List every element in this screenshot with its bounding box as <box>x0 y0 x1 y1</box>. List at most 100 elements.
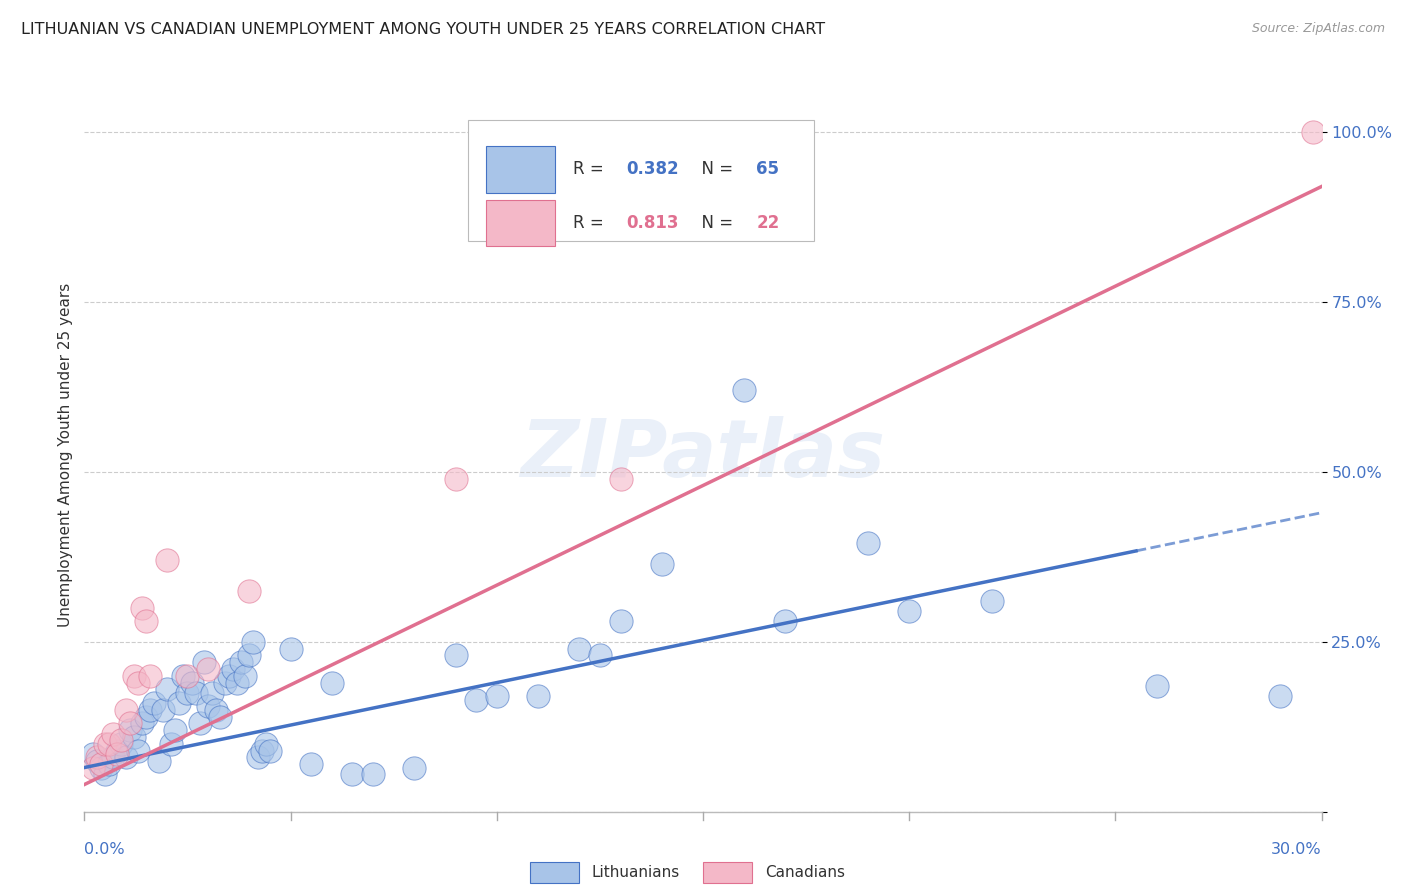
Point <box>94 767 117 781</box>
Point <box>156 682 179 697</box>
Point <box>980 594 1002 608</box>
Point <box>98 757 121 772</box>
Point <box>118 723 141 738</box>
Point <box>94 737 117 751</box>
Point <box>254 737 277 751</box>
Text: 0.0%: 0.0% <box>84 842 125 857</box>
Point <box>242 635 264 649</box>
Point <box>733 384 755 398</box>
Point <box>122 730 145 744</box>
Point <box>143 696 166 710</box>
Point <box>197 699 219 714</box>
Point <box>86 754 108 768</box>
Point <box>1146 679 1168 693</box>
Text: Lithuanians: Lithuanians <box>592 865 681 880</box>
Point <box>105 747 128 761</box>
Point <box>180 675 202 690</box>
Point <box>589 648 612 663</box>
Point <box>90 760 112 774</box>
Point <box>110 733 132 747</box>
Text: 65: 65 <box>756 161 779 178</box>
Point <box>122 669 145 683</box>
Text: Source: ZipAtlas.com: Source: ZipAtlas.com <box>1251 22 1385 36</box>
Point <box>238 648 260 663</box>
Text: ZIPatlas: ZIPatlas <box>520 416 886 494</box>
Text: 0.382: 0.382 <box>626 161 679 178</box>
Point <box>139 703 162 717</box>
Point <box>98 737 121 751</box>
Point <box>82 747 104 761</box>
Point <box>238 583 260 598</box>
FancyBboxPatch shape <box>468 120 814 241</box>
Text: N =: N = <box>690 161 738 178</box>
Point <box>246 750 269 764</box>
Point <box>176 669 198 683</box>
FancyBboxPatch shape <box>486 146 554 193</box>
Point <box>114 703 136 717</box>
Point <box>105 743 128 757</box>
Text: 22: 22 <box>756 214 779 232</box>
Point <box>299 757 322 772</box>
Point <box>233 669 256 683</box>
Point <box>609 472 631 486</box>
Point <box>86 750 108 764</box>
Text: R =: R = <box>574 161 609 178</box>
Point <box>176 686 198 700</box>
Point <box>205 703 228 717</box>
Point <box>444 472 467 486</box>
Point <box>135 615 157 629</box>
Point <box>110 737 132 751</box>
Point <box>226 675 249 690</box>
Point <box>1302 125 1324 139</box>
Point <box>280 641 302 656</box>
Point <box>856 536 879 550</box>
Point <box>131 716 153 731</box>
Point <box>90 757 112 772</box>
Text: R =: R = <box>574 214 609 232</box>
Point <box>148 754 170 768</box>
Text: LITHUANIAN VS CANADIAN UNEMPLOYMENT AMONG YOUTH UNDER 25 YEARS CORRELATION CHART: LITHUANIAN VS CANADIAN UNEMPLOYMENT AMON… <box>21 22 825 37</box>
Point <box>160 737 183 751</box>
Point <box>139 669 162 683</box>
Y-axis label: Unemployment Among Youth under 25 years: Unemployment Among Youth under 25 years <box>58 283 73 627</box>
Text: 0.813: 0.813 <box>626 214 679 232</box>
Point <box>193 655 215 669</box>
Point <box>568 641 591 656</box>
Point <box>127 743 149 757</box>
Point <box>1270 689 1292 703</box>
Point <box>485 689 508 703</box>
Point <box>165 723 187 738</box>
Point <box>209 709 232 723</box>
FancyBboxPatch shape <box>703 862 752 883</box>
Point <box>156 553 179 567</box>
Point <box>361 767 384 781</box>
Point <box>775 615 797 629</box>
Point <box>184 686 207 700</box>
Point <box>118 716 141 731</box>
FancyBboxPatch shape <box>486 200 554 246</box>
Point <box>152 703 174 717</box>
Text: N =: N = <box>690 214 738 232</box>
Point <box>167 696 190 710</box>
Point <box>527 689 550 703</box>
Point <box>609 615 631 629</box>
Point <box>218 669 240 683</box>
Point <box>229 655 252 669</box>
Point <box>188 716 211 731</box>
Point <box>222 662 245 676</box>
Point <box>465 692 488 706</box>
Point <box>114 750 136 764</box>
Point <box>321 675 343 690</box>
FancyBboxPatch shape <box>530 862 579 883</box>
Point <box>201 686 224 700</box>
Point <box>103 726 125 740</box>
Point <box>444 648 467 663</box>
Point <box>131 600 153 615</box>
Point <box>135 709 157 723</box>
Point <box>898 604 921 618</box>
Point <box>127 675 149 690</box>
Point <box>342 767 364 781</box>
Point <box>197 662 219 676</box>
Point <box>172 669 194 683</box>
Text: 30.0%: 30.0% <box>1271 842 1322 857</box>
